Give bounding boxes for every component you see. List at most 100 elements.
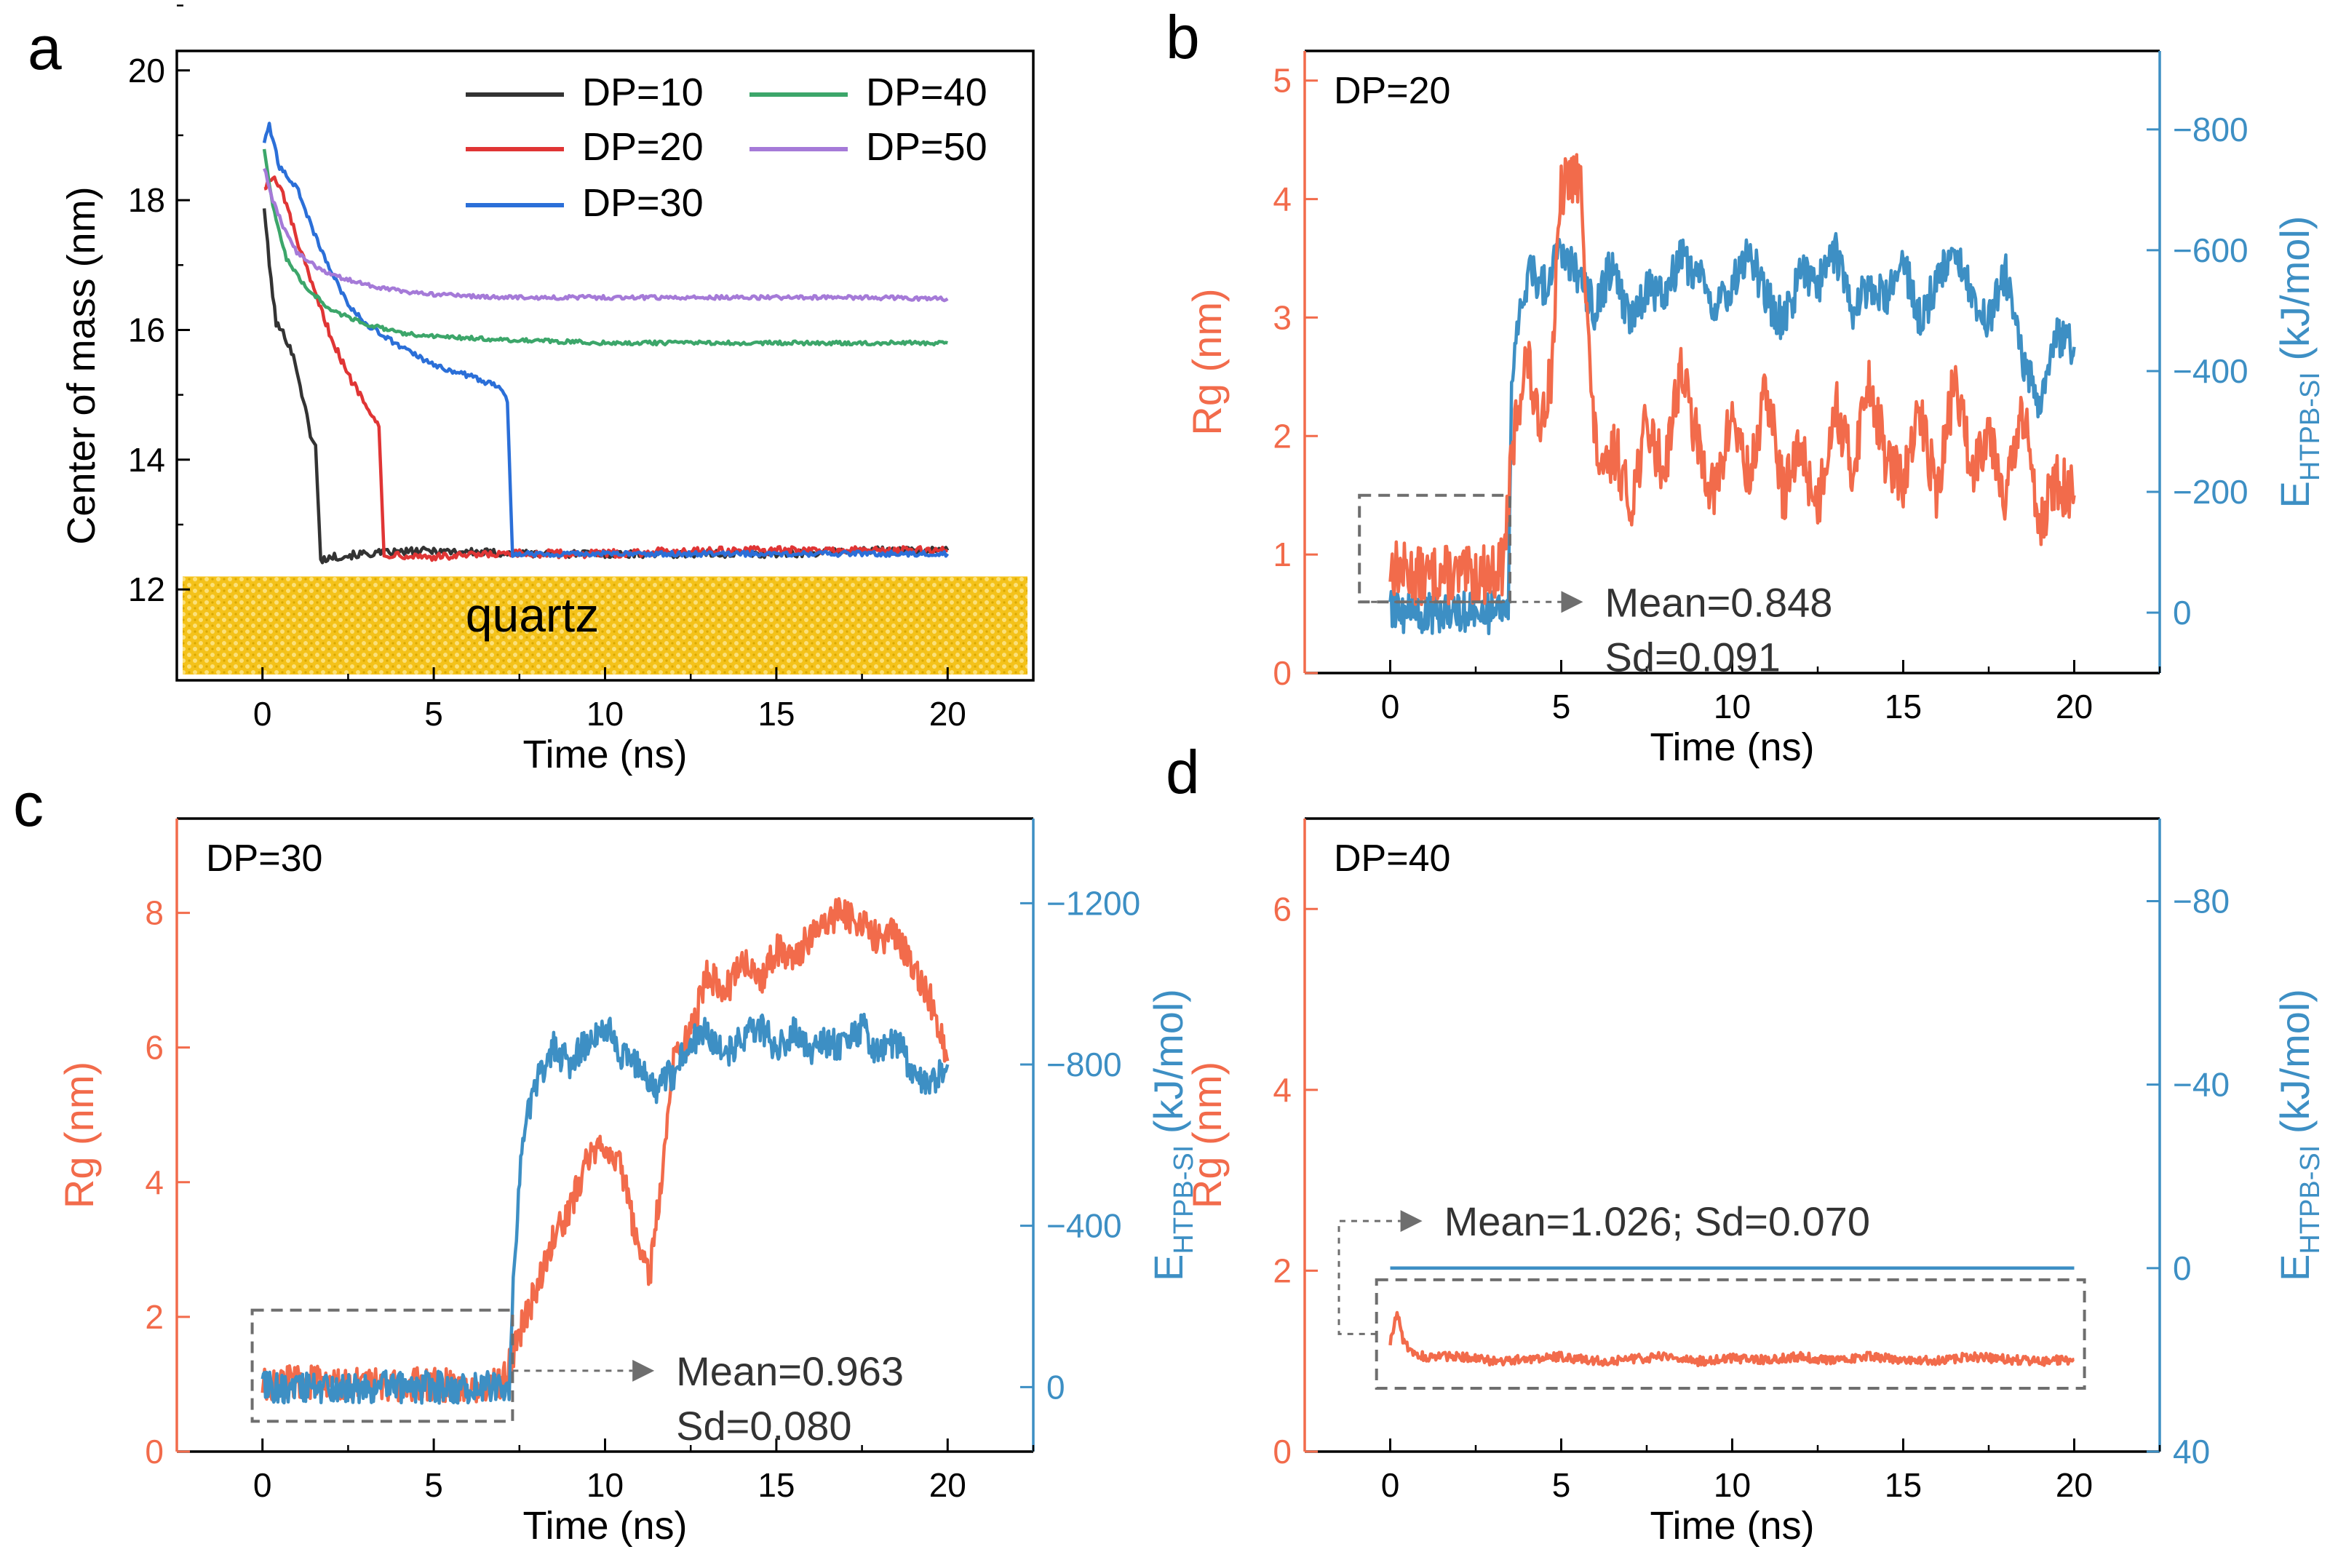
y-right-tick-label: 0 [2173, 594, 2192, 632]
x-axis-label: Time (ns) [523, 733, 688, 776]
y-right-tick-label: 40 [2173, 1433, 2210, 1471]
y-right-tick-label: −400 [2173, 352, 2248, 390]
series-line-dp30 [262, 122, 950, 558]
series-line-dp50 [263, 167, 949, 303]
series-line-dp40 [262, 148, 948, 347]
panel-b: b 0 1 2 3 4 5 0 −200 −400 −600 −800 0 5 10 15 20 Time (ns… [1166, 3, 2326, 769]
panel-title: DP=40 [1334, 837, 1450, 880]
annotation-text: Sd=0.091 [1605, 634, 1781, 680]
y-right-axis-label-base: E [2272, 481, 2318, 508]
energy-series-line [1388, 231, 2076, 636]
arrow-head [632, 1359, 655, 1382]
y-right-axis-label: EHTPB-SI (kJ/mol) [1145, 989, 1199, 1281]
annotation-text: Mean=1.026; Sd=0.070 [1444, 1198, 1870, 1244]
y-axis-label: Center of mass (nm) [60, 186, 103, 544]
y-right-tick-label: −800 [1046, 1046, 1122, 1083]
y-left-axis-label: Rg (nm) [56, 1062, 102, 1209]
y-right-tick-label: −600 [2173, 231, 2248, 269]
y-tick-label: 18 [128, 181, 165, 219]
annotation-text: Mean=0.848 [1605, 579, 1833, 625]
rg-series-line [1388, 153, 2076, 607]
y-right-tick-label: −40 [2173, 1066, 2230, 1104]
arrow-head [1400, 1210, 1423, 1233]
series-line-dp20 [263, 175, 948, 562]
rg-series-line [1388, 1310, 2075, 1368]
y-left-tick-label: 2 [1273, 417, 1292, 455]
y-tick-label: 12 [128, 570, 165, 608]
panel-letter: d [1166, 738, 1200, 806]
y-left-tick-label: 8 [145, 894, 164, 932]
y-right-tick-label: −80 [2173, 882, 2230, 920]
y-left-tick-label: 5 [1273, 62, 1292, 100]
energy-series-line [261, 1012, 950, 1405]
y-left-tick-label: 2 [145, 1298, 164, 1336]
y-left-tick-label: 2 [1273, 1251, 1292, 1289]
panel-a: a quartz 12 14 16 18 20 0 5 10 15 20 Time (ns) Center… [28, 4, 1035, 776]
y-right-tick-label: 0 [1046, 1368, 1065, 1406]
y-right-axis-label-sub: HTPB-SI [2295, 1145, 2326, 1254]
quartz-substrate [183, 576, 1027, 674]
x-tick-label: 0 [1381, 688, 1400, 725]
x-tick-label: 20 [929, 1466, 966, 1504]
y-tick-label: 14 [128, 441, 165, 479]
x-tick-label: 15 [758, 695, 795, 733]
panel-title: DP=30 [206, 837, 322, 880]
dashed-highlight-box [1375, 1278, 2086, 1390]
legend-label: DP=50 [866, 125, 987, 169]
rg-series-line [261, 896, 950, 1404]
x-tick-label: 20 [2056, 1466, 2093, 1504]
x-tick-label: 10 [1714, 688, 1751, 725]
legend-label: DP=10 [582, 71, 704, 114]
panel-letter: a [28, 14, 62, 82]
y-left-tick-label: 4 [145, 1163, 164, 1201]
y-right-tick-label: −1200 [1046, 884, 1140, 922]
y-left-axis-label: Rg (nm) [1184, 1062, 1230, 1209]
y-tick-label: 16 [128, 311, 165, 349]
x-tick-label: 5 [424, 695, 443, 733]
y-right-axis-label: EHTPB-SI (kJ/mol) [2272, 989, 2326, 1281]
x-tick-label: 15 [1885, 688, 1922, 725]
dashed-highlight-box [250, 1308, 514, 1423]
x-tick-label: 15 [758, 1466, 795, 1504]
y-left-tick-label: 0 [1273, 654, 1292, 692]
panel-c: c 0 2 4 6 8 0 −400 −800 −1200 0 5 10 15 20 Time (ns) Rg … [13, 771, 1199, 1548]
dashed-arrow-line [1337, 1219, 1401, 1335]
legend-label: DP=30 [582, 181, 704, 225]
arrow-head [1561, 591, 1583, 613]
panel-letter: c [13, 771, 44, 839]
x-tick-label: 5 [1552, 1466, 1571, 1504]
x-tick-label: 20 [929, 695, 966, 733]
y-right-axis-label-sub: HTPB-SI [1169, 1145, 1199, 1254]
panel-letter: b [1166, 3, 1200, 71]
x-tick-label: 5 [424, 1466, 443, 1504]
y-right-axis-label-unit: (kJ/mol) [1145, 989, 1191, 1145]
y-left-tick-label: 6 [1273, 890, 1292, 928]
x-tick-label: 0 [253, 1466, 272, 1504]
x-tick-label: 10 [587, 695, 624, 733]
y-right-tick-label: −800 [2173, 111, 2248, 148]
y-left-tick-label: 4 [1273, 180, 1292, 218]
y-right-axis-label-sub: HTPB-SI [2295, 372, 2326, 481]
y-right-axis-label-unit: (kJ/mol) [2272, 216, 2318, 373]
legend-label: DP=20 [582, 125, 704, 169]
quartz-label: quartz [466, 588, 599, 642]
y-left-tick-label: 4 [1273, 1071, 1292, 1109]
x-axis-label: Time (ns) [523, 1504, 688, 1548]
y-tick-label: 20 [128, 52, 165, 89]
x-axis-label: Time (ns) [1650, 725, 1815, 769]
x-tick-label: 0 [1381, 1466, 1400, 1504]
y-right-axis-label: EHTPB-SI (kJ/mol) [2272, 216, 2326, 509]
y-right-axis-label-unit: (kJ/mol) [2272, 989, 2318, 1145]
y-right-tick-label: −200 [2173, 473, 2248, 511]
y-left-tick-label: 6 [145, 1029, 164, 1067]
x-tick-label: 15 [1885, 1466, 1922, 1504]
panel-title: DP=20 [1334, 70, 1450, 112]
y-left-axis-label: Rg (nm) [1184, 288, 1230, 435]
y-right-tick-label: −400 [1046, 1207, 1122, 1245]
x-tick-label: 20 [2056, 688, 2093, 725]
x-tick-label: 10 [1714, 1466, 1751, 1504]
legend-label: DP=40 [866, 71, 987, 114]
series-line-dp10 [262, 208, 950, 565]
